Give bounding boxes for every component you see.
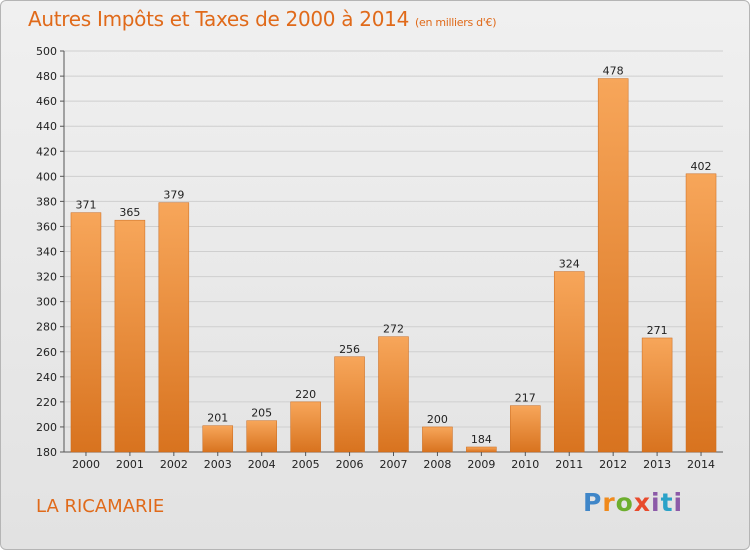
bar — [334, 356, 365, 453]
x-tick-label: 2002 — [160, 458, 188, 471]
y-tick-label: 300 — [36, 296, 57, 309]
data-labels: 371 365 379 201 205 220 256 272 200 184 217 324 478 2… — [75, 65, 711, 446]
chart-subtitle: (en milliers d'€) — [415, 16, 497, 29]
x-tick-label: 2001 — [116, 458, 144, 471]
x-tick-label: 2012 — [599, 458, 627, 471]
data-label: 478 — [603, 65, 624, 78]
data-label: 205 — [251, 407, 272, 420]
y-tick-label: 260 — [36, 346, 57, 359]
data-label: 271 — [647, 324, 668, 337]
data-label: 402 — [691, 160, 712, 173]
data-label: 365 — [119, 206, 140, 219]
data-label: 256 — [339, 343, 360, 356]
commune-name: LA RICAMARIE — [36, 496, 165, 517]
data-label: 201 — [207, 412, 228, 425]
data-label: 324 — [559, 258, 580, 271]
data-label: 371 — [75, 199, 96, 212]
bar — [246, 420, 277, 453]
bars — [70, 78, 717, 453]
chart-title: Autres Impôts et Taxes de 2000 à 2014 (en… — [28, 7, 496, 31]
y-tick-label: 400 — [36, 170, 57, 183]
y-tick-label: 420 — [36, 145, 57, 158]
bar — [422, 426, 453, 453]
bar — [641, 337, 673, 453]
x-tick-label: 2010 — [511, 458, 539, 471]
data-label: 217 — [515, 392, 536, 405]
y-tick-label: 500 — [36, 45, 57, 58]
data-label: 200 — [427, 413, 448, 426]
bar — [553, 271, 585, 453]
y-tick-label: 440 — [36, 120, 57, 133]
bar — [510, 405, 541, 453]
bar — [158, 202, 190, 453]
x-tick-label: 2008 — [423, 458, 451, 471]
x-tick-label: 2005 — [292, 458, 320, 471]
y-tick-label: 180 — [36, 446, 57, 459]
data-label: 184 — [471, 433, 492, 446]
x-tick-label: 2006 — [336, 458, 364, 471]
x-tick-label: 2003 — [204, 458, 232, 471]
bar — [114, 219, 146, 453]
y-tick-label: 280 — [36, 321, 57, 334]
x-tick-label: 2013 — [643, 458, 671, 471]
y-tick-label: 240 — [36, 371, 57, 384]
bar — [597, 78, 629, 453]
data-label: 379 — [163, 189, 184, 202]
data-label: 220 — [295, 388, 316, 401]
y-tick-label: 360 — [36, 220, 57, 233]
proxiti-logo: Proxiti — [583, 488, 684, 517]
x-tick-label: 2007 — [380, 458, 408, 471]
y-tick-label: 220 — [36, 396, 57, 409]
chart-title-text: Autres Impôts et Taxes de 2000 à 2014 — [28, 7, 409, 31]
x-tick-label: 2000 — [72, 458, 100, 471]
bar — [70, 212, 102, 453]
y-tick-label: 200 — [36, 421, 57, 434]
bar — [466, 446, 497, 453]
y-tick-label: 320 — [36, 271, 57, 284]
x-tick-label: 2014 — [687, 458, 715, 471]
x-tick-label: 2004 — [248, 458, 276, 471]
y-tick-label: 380 — [36, 195, 57, 208]
bar — [202, 425, 234, 453]
data-label: 272 — [383, 323, 404, 336]
x-tick-label: 2009 — [467, 458, 495, 471]
y-tick-labels: 180 200 220 240 260 280 300 320 340 360 380 400 420 4… — [36, 45, 57, 459]
bar — [378, 336, 409, 453]
bar — [685, 173, 717, 453]
y-tick-label: 340 — [36, 246, 57, 259]
x-tick-labels: 2000 2001 2002 2003 2004 2005 2006 2007 2008 2009… — [72, 452, 715, 471]
x-tick-label: 2011 — [555, 458, 583, 471]
bar — [290, 401, 321, 453]
y-tick-label: 460 — [36, 95, 57, 108]
y-tick-label: 480 — [36, 70, 57, 83]
